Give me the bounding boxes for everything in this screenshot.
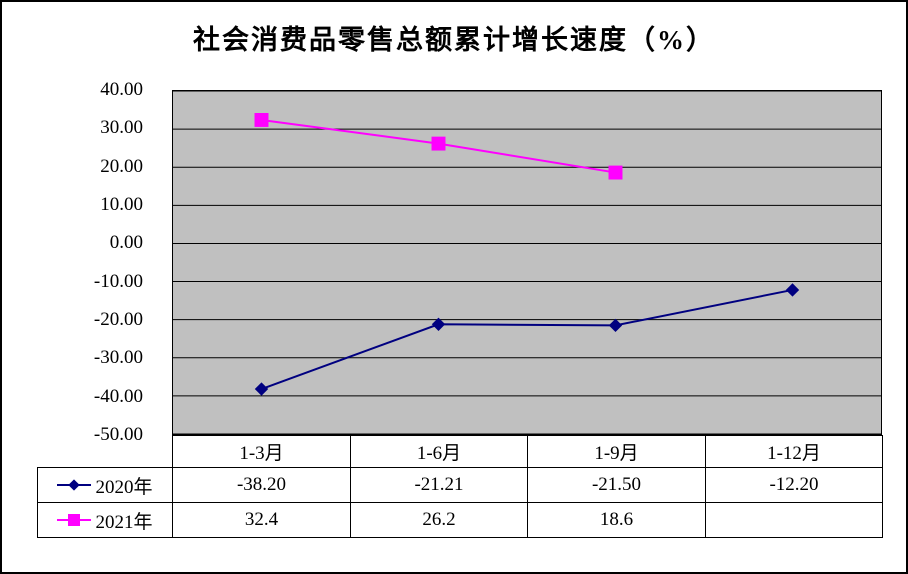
y-tick-label: 10.00 [100,193,143,215]
value-cell: -21.50 [527,467,706,503]
y-tick-label: 0.00 [109,232,143,254]
chart-title: 社会消费品零售总额累计增长速度（%） [193,25,715,55]
value-cell: -21.21 [350,467,528,503]
table-row: 2021年 32.4 26.2 18.6 [37,502,883,538]
value-cell: -38.20 [172,467,351,503]
legend-cell-2021: 2021年 [37,502,173,538]
value-cell [705,502,883,538]
plot-area [172,90,882,435]
series-marker-icon [57,479,92,491]
chart-canvas [173,91,881,434]
series-marker-icon [57,514,92,526]
legend-cell-2020: 2020年 [37,467,173,503]
category-header-row: 1-3月 1-6月 1-9月 1-12月 [38,435,883,468]
series-label: 2020年 [95,476,153,498]
y-tick-label: -30.00 [93,347,143,369]
y-tick-label: -10.00 [93,270,143,292]
y-tick-label: -50.00 [93,423,143,445]
y-tick-label: 30.00 [100,117,143,139]
y-axis-labels: 40.00 30.00 20.00 10.00 0.00 -10.00 -20.… [20,80,157,445]
table-corner-cell [38,436,173,468]
category-header: 1-6月 [350,435,528,468]
y-tick-label: 40.00 [100,79,143,100]
category-header: 1-3月 [172,435,351,468]
y-tick-label: -40.00 [93,385,143,407]
value-cell: 18.6 [527,502,706,538]
y-tick-label: -20.00 [93,308,143,330]
series-label: 2021年 [95,511,153,533]
value-cell: -12.20 [705,467,883,503]
category-header: 1-12月 [705,435,883,468]
value-cell: 26.2 [350,502,528,538]
y-tick-label: 20.00 [100,155,143,177]
data-table: 1-3月 1-6月 1-9月 1-12月 2020年 -38.20 -21.21… [37,435,883,538]
value-cell: 32.4 [172,502,351,538]
table-row: 2020年 -38.20 -21.21 -21.50 -12.20 [37,467,883,503]
category-header: 1-9月 [527,435,706,468]
